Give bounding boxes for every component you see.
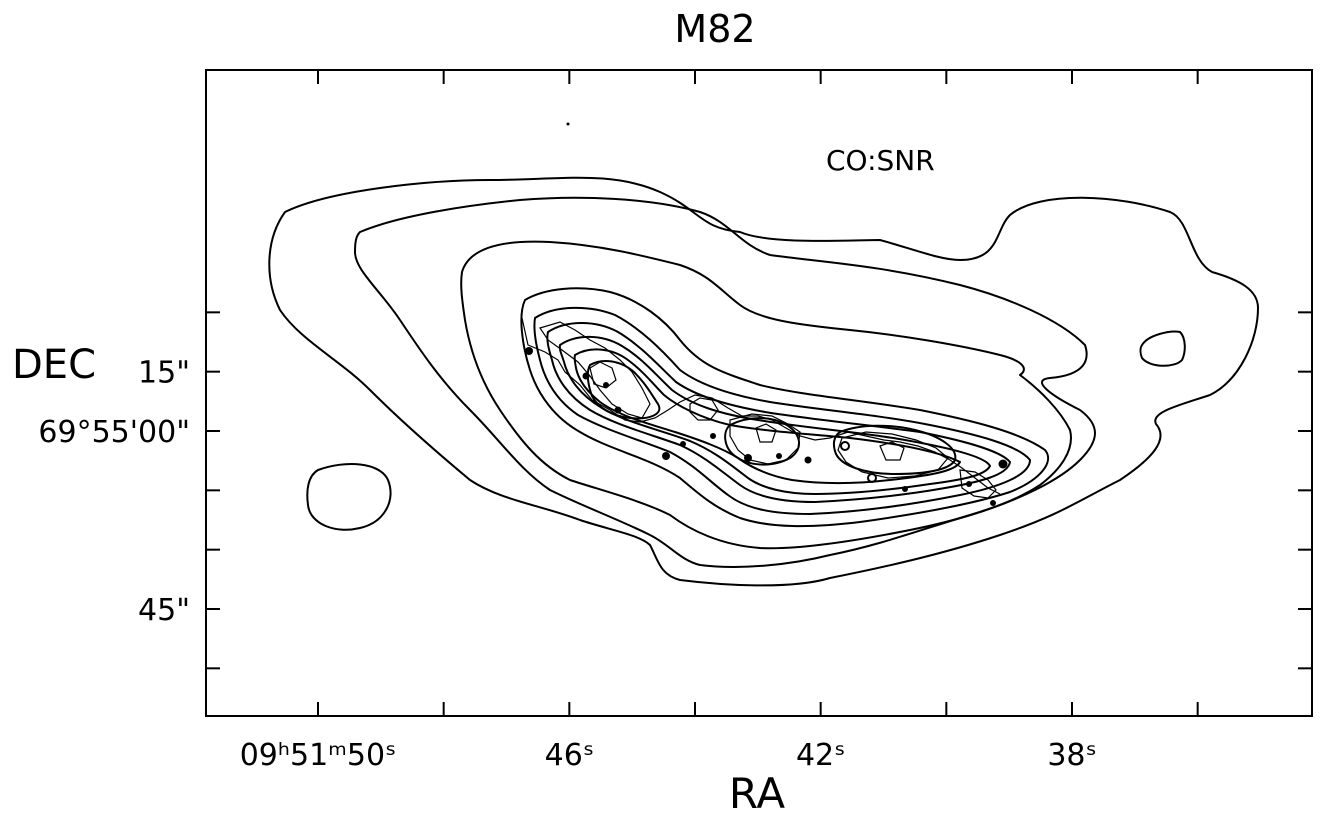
snr-source — [582, 372, 590, 380]
y-ticks — [206, 311, 1312, 670]
snr-source — [614, 406, 622, 414]
snr-source — [776, 453, 782, 459]
x-tick-labels: 09ʰ51ᵐ50ˢ 46ˢ 42ˢ 38ˢ — [240, 738, 1097, 773]
x-tick-label: 38ˢ — [1047, 738, 1096, 773]
snr-source — [998, 459, 1008, 469]
contour-level-2 — [354, 196, 1096, 568]
snr-source — [867, 473, 877, 483]
snr-source — [744, 454, 752, 462]
annotation-label: CO:SNR — [826, 144, 935, 177]
contour-isolated-left — [306, 463, 392, 531]
snr-source — [804, 456, 812, 464]
snr-source — [566, 122, 570, 126]
chart-title: M82 — [674, 7, 755, 51]
y-tick-labels: 15" 69°55'00" 45" — [38, 356, 190, 628]
snr-source — [966, 481, 972, 487]
x-tick-label: 42ˢ — [796, 738, 845, 773]
snr-source — [680, 441, 686, 447]
snr-source — [710, 433, 716, 439]
y-tick-label: 45" — [138, 593, 190, 628]
snr-source — [840, 441, 850, 451]
contour-level-4 — [520, 287, 1050, 528]
snr-fine-contours — [521, 317, 1001, 499]
snr-source — [603, 382, 609, 388]
snr-source — [990, 500, 996, 506]
x-axis-label: RA — [729, 769, 785, 816]
y-tick-label: 69°55'00" — [38, 415, 190, 450]
y-axis-label: DEC — [12, 342, 96, 388]
co-contours — [268, 176, 1259, 587]
snr-source — [662, 452, 670, 460]
contour-level-3 — [460, 240, 1072, 550]
snr-sources — [525, 122, 1008, 506]
contour-level-1 — [268, 176, 1259, 587]
contour-level-5 — [533, 306, 1031, 515]
contour-level-9 — [586, 359, 661, 420]
y-tick-label: 15" — [138, 356, 190, 391]
x-tick-label: 09ʰ51ᵐ50ˢ — [240, 738, 397, 773]
plot-frame — [205, 69, 1313, 717]
contour-isolated-right — [1139, 330, 1186, 367]
x-tick-label: 46ˢ — [545, 738, 594, 773]
snr-source — [525, 347, 533, 355]
x-ticks — [317, 70, 1199, 716]
snr-source — [902, 486, 908, 492]
contour-level-6 — [546, 322, 1011, 503]
contour-level-8 — [573, 348, 961, 484]
